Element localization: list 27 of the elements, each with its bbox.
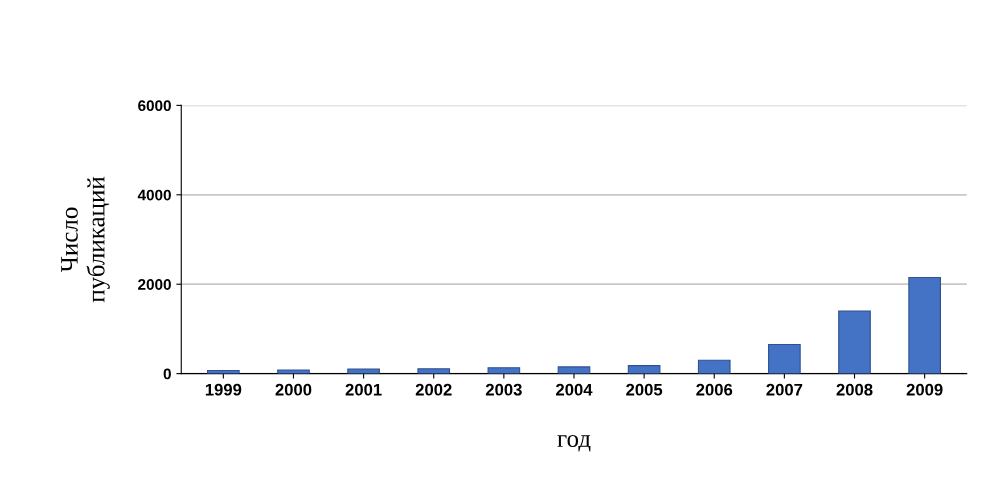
bar bbox=[347, 368, 380, 374]
bar bbox=[557, 366, 591, 374]
bar bbox=[838, 310, 871, 374]
bar bbox=[417, 368, 451, 374]
x-tick-label: 1999 bbox=[205, 383, 242, 396]
bar bbox=[277, 369, 310, 374]
bar bbox=[697, 359, 731, 374]
x-tick-label: 2006 bbox=[696, 383, 733, 396]
x-tick-label: 2001 bbox=[345, 383, 382, 396]
y-tick-label: 0 bbox=[163, 368, 171, 380]
x-tick-label: 2009 bbox=[906, 383, 943, 396]
x-tick-label: 2004 bbox=[556, 383, 593, 396]
x-tick-label: 2003 bbox=[485, 383, 522, 396]
bar bbox=[627, 365, 661, 374]
x-tick-label: 2005 bbox=[626, 383, 663, 396]
y-tick-label: 2000 bbox=[138, 279, 171, 290]
bar bbox=[768, 344, 801, 374]
x-axis-title: год bbox=[557, 435, 591, 452]
x-tick-label: 2007 bbox=[766, 383, 803, 396]
y-tick-label: 6000 bbox=[138, 100, 171, 112]
y-tick-label: 4000 bbox=[137, 189, 171, 201]
x-tick-label: 2008 bbox=[836, 383, 873, 396]
bar bbox=[908, 276, 941, 374]
x-tick-label: 2000 bbox=[275, 383, 312, 396]
x-tick-label: 2002 bbox=[415, 383, 452, 396]
y-axis-title: Число публикаций bbox=[61, 176, 110, 303]
bar bbox=[487, 367, 521, 374]
